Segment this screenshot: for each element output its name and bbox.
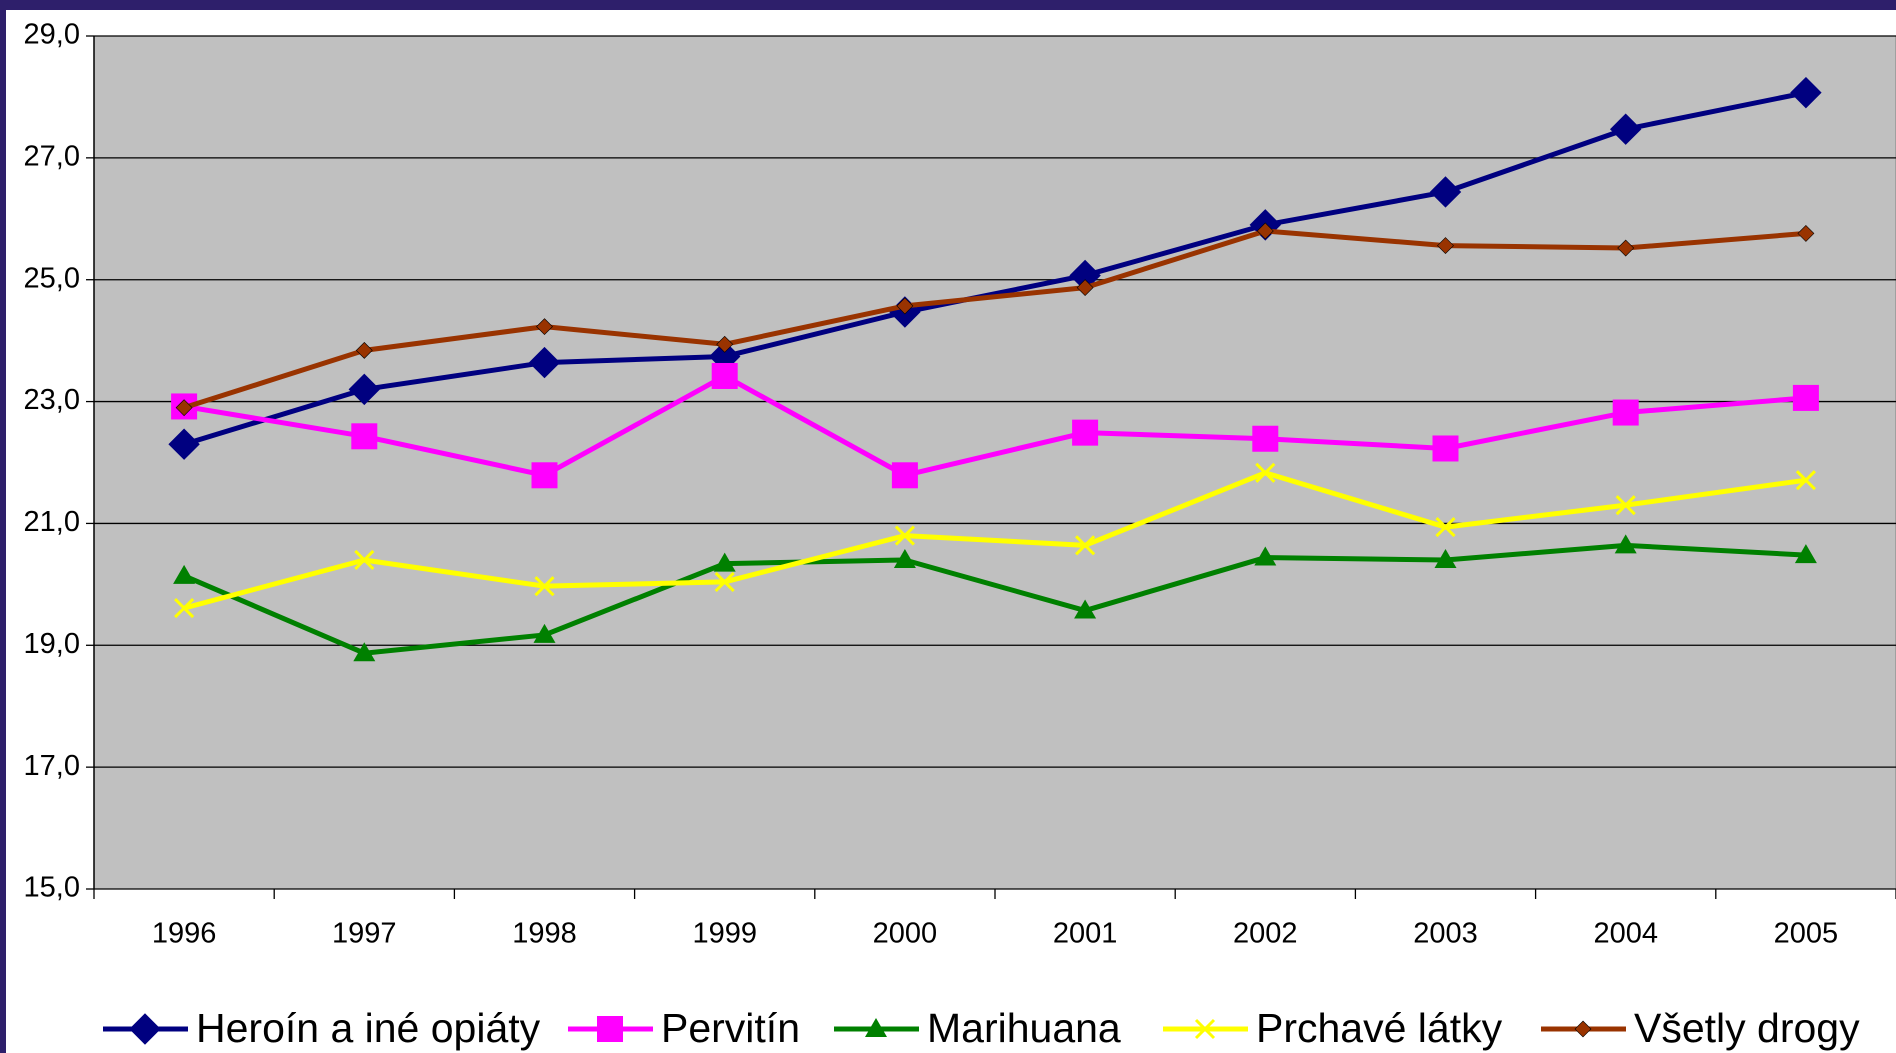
x-tick-label: 1998 [512,918,577,950]
point [1609,113,1642,145]
point [1075,535,1096,556]
point [1790,76,1822,109]
point [891,462,918,489]
point [716,335,734,353]
series-line [183,373,1807,478]
point [1254,546,1277,566]
x-tick-label: 2005 [1774,918,1839,950]
point [175,399,193,417]
point [1435,517,1456,538]
point [174,598,195,619]
point [1797,224,1815,242]
x-tick-label: 2004 [1593,918,1658,950]
y-tick-label: 17,0 [24,750,80,782]
y-tick-label: 21,0 [24,506,80,538]
legend-label: Pervitín [661,1005,800,1051]
x-tick-label: 2003 [1413,918,1478,950]
point [353,642,376,662]
y-tick-label: 23,0 [24,384,80,416]
point [1076,279,1094,297]
point [1794,544,1817,564]
y-tick-label: 29,0 [24,19,80,51]
plot-area [93,35,1896,890]
point [536,318,553,336]
point [893,548,916,568]
point [351,423,378,450]
point [1792,384,1819,411]
point [1429,176,1462,208]
point [1252,425,1279,452]
legend-marker [865,1018,887,1037]
point [894,525,915,546]
legend-marker [129,1013,161,1045]
point [896,297,914,315]
point [168,428,200,460]
x-tick-label: 2002 [1233,918,1298,950]
y-tick-label: 27,0 [24,141,80,173]
series-line [183,470,1807,611]
legend-marker [597,1016,623,1042]
legend-label: Všetly drogy [1634,1005,1860,1051]
point [1432,435,1459,462]
point [354,549,375,571]
point [1434,548,1457,568]
point [173,564,196,584]
series-line [183,228,1807,411]
border-left [0,0,6,1053]
x-tick-label: 2001 [1053,918,1118,950]
point [1255,462,1276,483]
x-tick-label: 2000 [873,918,938,950]
point [1074,599,1097,619]
legend-label: Heroín a iné opiáty [196,1005,541,1051]
legend-label: Prchavé látky [1256,1005,1503,1051]
point [1617,239,1635,257]
point [355,341,373,359]
point [1614,534,1637,554]
point [1256,222,1274,240]
x-tick-label: 1997 [332,918,397,950]
x-tick-label: 1999 [692,918,757,950]
y-tick-label: 19,0 [24,628,80,660]
point [714,571,735,592]
point [1072,419,1099,446]
y-tick-label: 15,0 [24,872,80,904]
point [348,373,381,406]
series-line [183,90,1807,447]
y-tick-label: 25,0 [24,262,80,294]
point [1437,237,1454,255]
legend-marker [1574,1020,1592,1038]
point [1795,470,1816,491]
legend-marker [1194,1018,1216,1040]
point [711,362,738,389]
point [533,623,556,643]
point [1615,495,1636,516]
border-top [0,0,1896,10]
series-line [183,542,1807,656]
legend-label: Marihuana [927,1005,1121,1051]
point [528,346,561,379]
x-tick-label: 1996 [152,918,217,950]
point [534,576,555,597]
point [531,462,558,489]
point [713,552,736,572]
point [1612,399,1639,426]
